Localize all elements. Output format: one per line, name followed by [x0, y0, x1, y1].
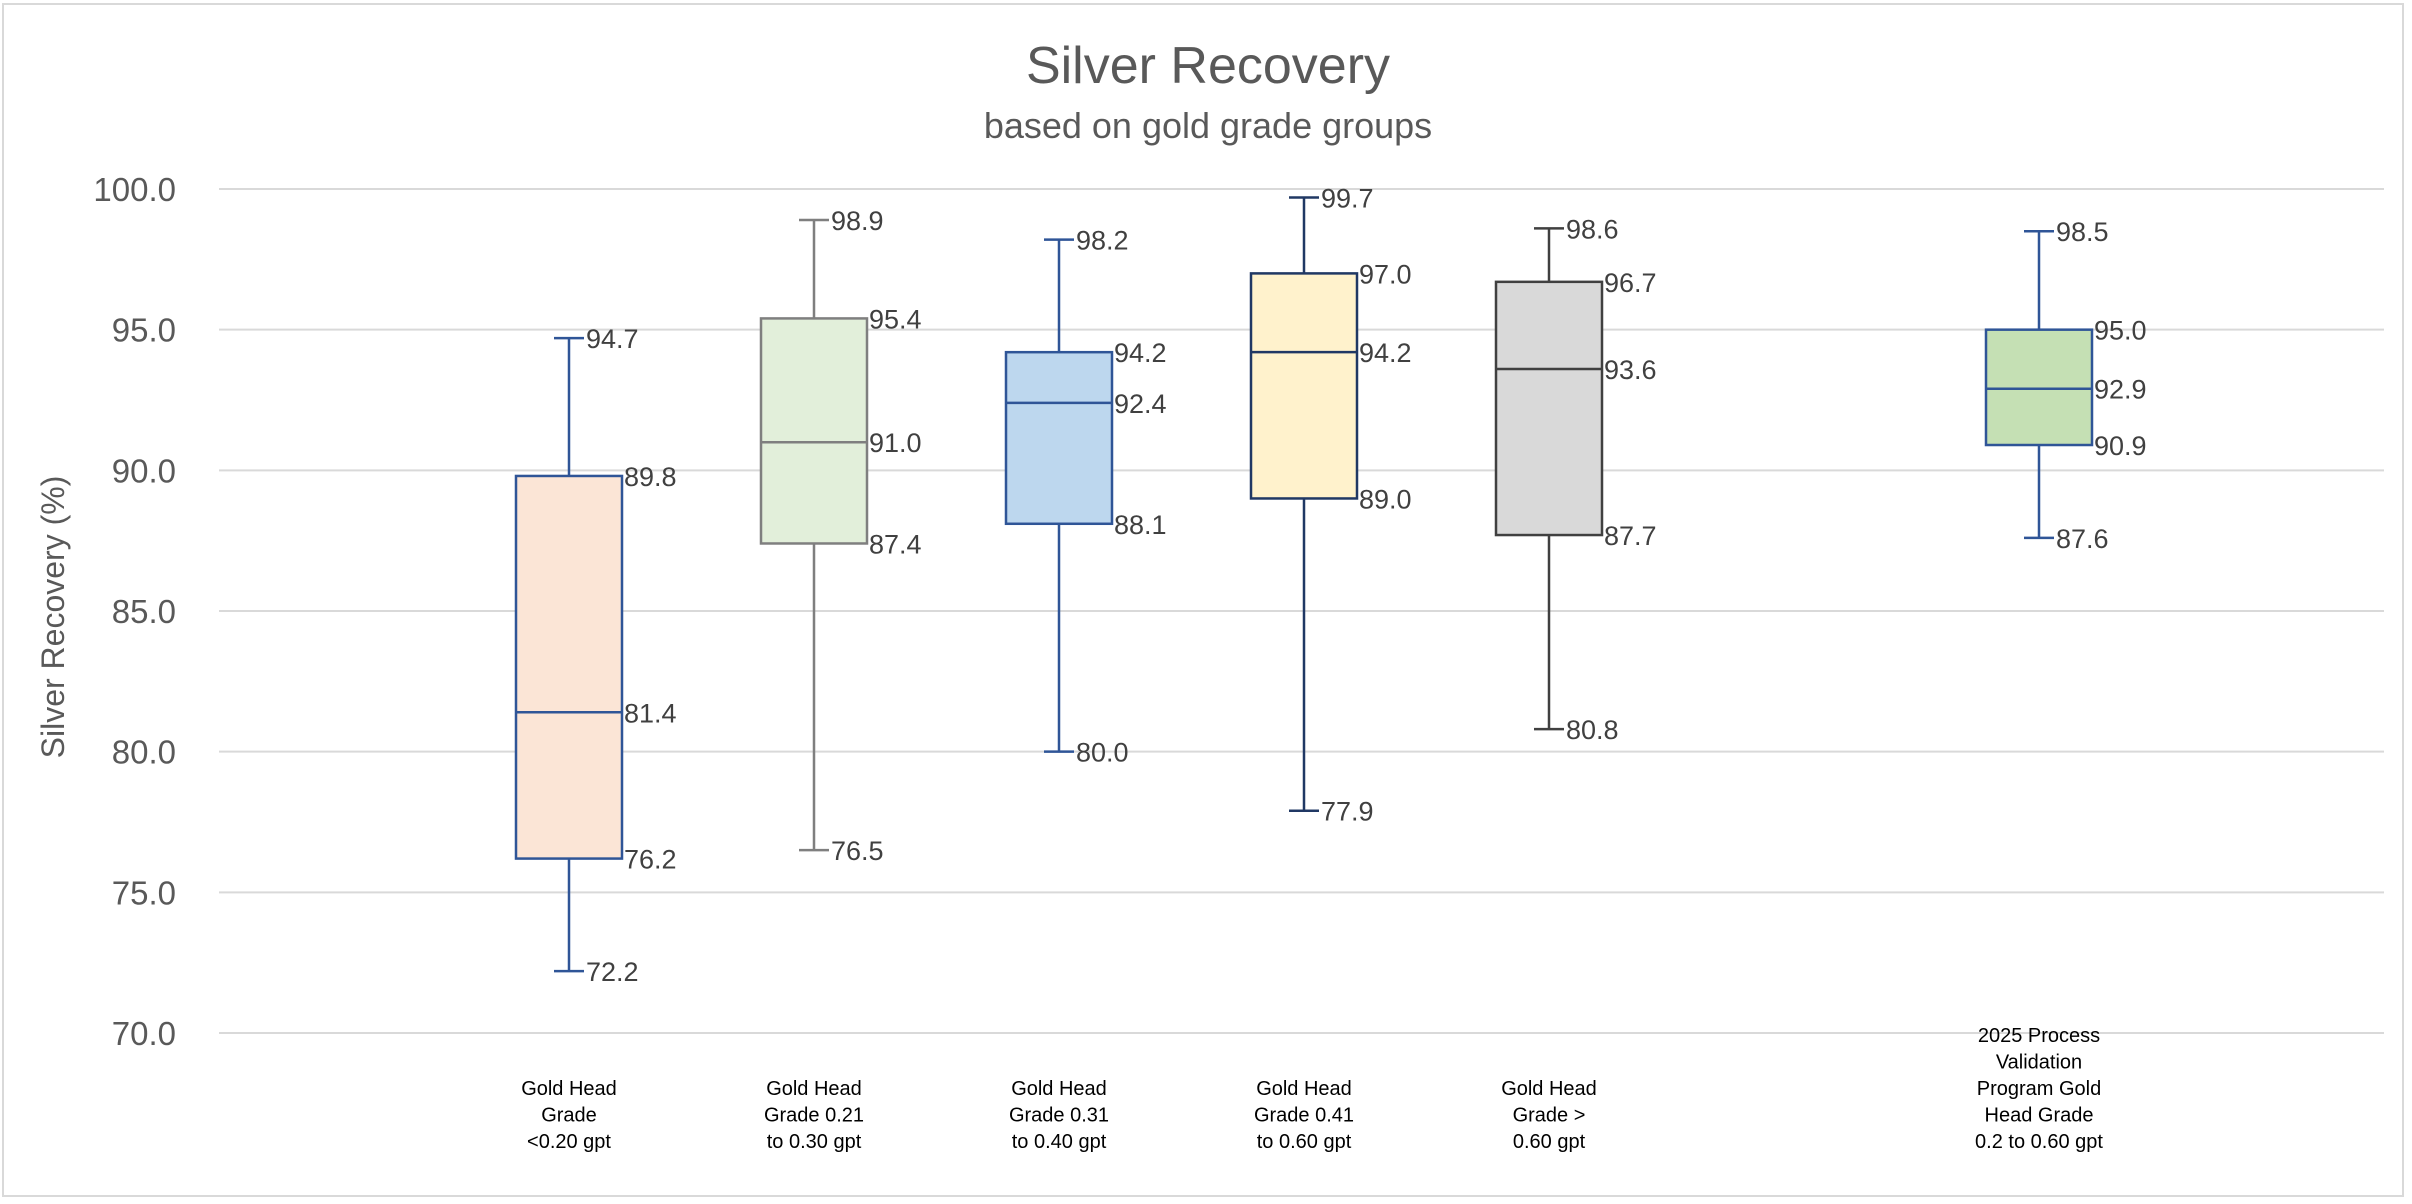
min-label: 80.0: [1076, 738, 1129, 768]
q1-label: 87.4: [869, 529, 922, 559]
min-label: 87.6: [2056, 524, 2109, 554]
iqr-box: [1984, 328, 2094, 447]
category-label-line: to 0.30 gpt: [767, 1131, 862, 1153]
category-label-line: Gold Head: [1256, 1078, 1352, 1100]
boxes: 94.7 72.2 89.8 81.4 76.2 98.9 76.5 95.4 91.0 87.4…: [514, 183, 2147, 987]
q1-label: 90.9: [2094, 431, 2147, 461]
category-label: Gold Head Grade 0.21 to 0.30 gpt: [764, 1078, 864, 1153]
median-label: 94.2: [1359, 338, 1412, 368]
y-axis-label: Silver Recovery (%): [35, 476, 71, 759]
box-group: 98.9 76.5 95.4 91.0 87.4: [759, 206, 922, 866]
iqr-box: [1494, 280, 1604, 537]
box-group: 94.7 72.2 89.8 81.4 76.2: [514, 324, 677, 987]
category-label-line: <0.20 gpt: [527, 1131, 611, 1153]
category-label-line: to 0.60 gpt: [1257, 1131, 1352, 1153]
box-group: 98.5 87.6 95.0 92.9 90.9: [1984, 217, 2147, 554]
category-label-line: Gold Head: [1501, 1078, 1597, 1100]
y-tick-label: 80.0: [112, 734, 176, 771]
category-label-line: Grade 0.31: [1009, 1105, 1109, 1127]
category-label-line: Gold Head: [521, 1078, 617, 1100]
max-label: 98.9: [831, 206, 884, 236]
q3-label: 95.0: [2094, 316, 2147, 346]
q1-label: 89.0: [1359, 484, 1412, 514]
median-label: 81.4: [624, 698, 677, 728]
chart-subtitle: based on gold grade groups: [984, 105, 1432, 146]
max-label: 98.2: [1076, 226, 1129, 256]
y-tick-label: 70.0: [112, 1015, 176, 1052]
iqr-box: [1004, 350, 1114, 526]
boxplot-chart: Silver Recovery based on gold grade grou…: [35, 37, 2384, 1153]
iqr-box: [759, 317, 869, 545]
min-label: 76.5: [831, 836, 884, 866]
category-labels: Gold Head Grade <0.20 gpt Gold Head Grade 0.…: [521, 1025, 2103, 1153]
q1-label: 76.2: [624, 845, 677, 875]
y-axis-ticks: 70.0 75.0 80.0 85.0 90.0 95.0 100.0: [93, 171, 176, 1052]
q1-label: 87.7: [1604, 521, 1657, 551]
min-label: 77.9: [1321, 797, 1374, 827]
box-group: 99.7 77.9 97.0 94.2 89.0: [1249, 183, 1412, 827]
category-label-line: Grade 0.41: [1254, 1105, 1354, 1127]
max-label: 94.7: [586, 324, 639, 354]
chart-area: Silver Recovery based on gold grade grou…: [2, 3, 2404, 1197]
iqr-box: [514, 474, 624, 860]
category-label: Gold Head Grade 0.41 to 0.60 gpt: [1254, 1078, 1354, 1153]
category-label-line: Gold Head: [1011, 1078, 1107, 1100]
q3-label: 97.0: [1359, 259, 1412, 289]
max-label: 98.5: [2056, 217, 2109, 247]
category-label-line: Grade: [541, 1105, 597, 1127]
category-label: Gold Head Grade 0.31 to 0.40 gpt: [1009, 1078, 1109, 1153]
box-group: 98.2 80.0 94.2 92.4 88.1: [1004, 226, 1167, 768]
category-label-line: Validation: [1996, 1052, 2082, 1074]
iqr-box: [1249, 272, 1359, 500]
y-tick-label: 85.0: [112, 593, 176, 630]
category-label-line: 2025 Process: [1978, 1025, 2100, 1047]
category-label: Gold Head Grade > 0.60 gpt: [1501, 1078, 1597, 1153]
q3-label: 96.7: [1604, 268, 1657, 298]
y-tick-label: 90.0: [112, 452, 176, 489]
category-label-line: to 0.40 gpt: [1012, 1131, 1107, 1153]
median-label: 92.9: [2094, 375, 2147, 405]
min-label: 72.2: [586, 957, 639, 987]
category-label-line: Program Gold: [1977, 1078, 2102, 1100]
category-label: Gold Head Grade <0.20 gpt: [521, 1078, 617, 1153]
category-label-line: Head Grade: [1985, 1105, 2094, 1127]
q1-label: 88.1: [1114, 510, 1167, 540]
min-label: 80.8: [1566, 715, 1619, 745]
y-tick-label: 95.0: [112, 312, 176, 349]
max-label: 99.7: [1321, 183, 1374, 213]
category-label-line: 0.60 gpt: [1513, 1131, 1586, 1153]
max-label: 98.6: [1566, 214, 1619, 244]
median-label: 93.6: [1604, 355, 1657, 385]
median-label: 92.4: [1114, 389, 1167, 419]
q3-label: 89.8: [624, 462, 677, 492]
chart-title: Silver Recovery: [1026, 37, 1390, 95]
category-label-line: Grade >: [1513, 1105, 1586, 1127]
y-tick-label: 100.0: [93, 171, 176, 208]
category-label-line: Gold Head: [766, 1078, 862, 1100]
q3-label: 95.4: [869, 304, 922, 334]
box-group: 98.6 80.8 96.7 93.6 87.7: [1494, 214, 1657, 745]
y-tick-label: 75.0: [112, 874, 176, 911]
category-label-line: Grade 0.21: [764, 1105, 864, 1127]
category-label-line: 0.2 to 0.60 gpt: [1975, 1131, 2103, 1153]
median-label: 91.0: [869, 428, 922, 458]
category-label: 2025 Process Validation Program Gold Head G…: [1975, 1025, 2103, 1153]
q3-label: 94.2: [1114, 338, 1167, 368]
